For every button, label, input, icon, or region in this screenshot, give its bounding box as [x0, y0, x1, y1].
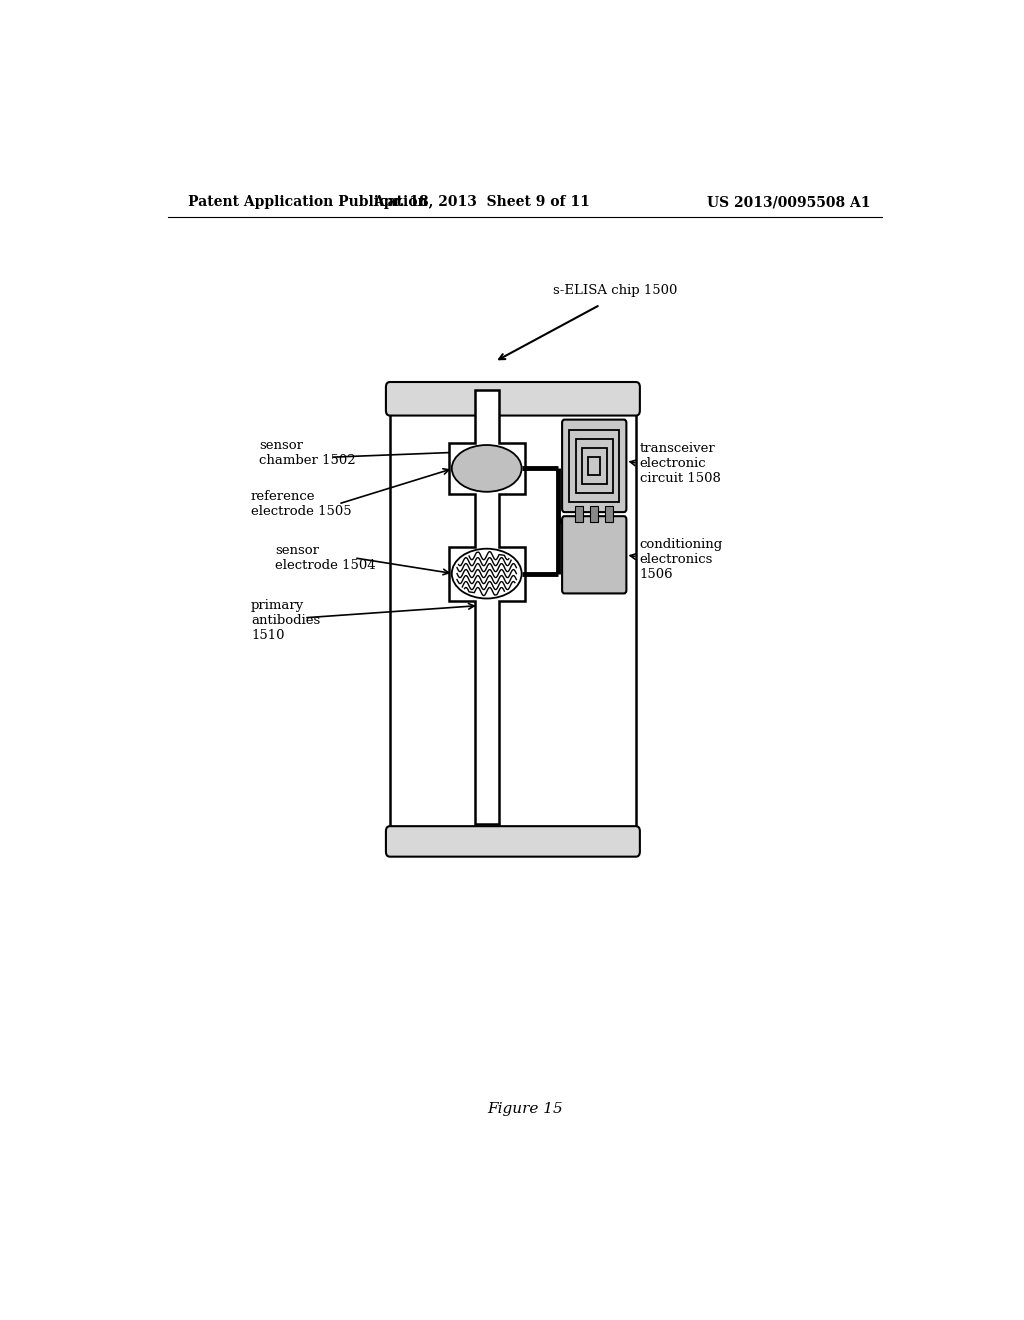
- Bar: [605, 506, 613, 523]
- Ellipse shape: [452, 549, 521, 598]
- Text: Figure 15: Figure 15: [487, 1102, 562, 1115]
- Text: conditioning
electronics
1506: conditioning electronics 1506: [640, 539, 723, 581]
- Text: primary
antibodies
1510: primary antibodies 1510: [251, 599, 321, 643]
- Text: US 2013/0095508 A1: US 2013/0095508 A1: [707, 195, 870, 209]
- FancyBboxPatch shape: [390, 408, 636, 834]
- FancyBboxPatch shape: [562, 420, 627, 512]
- Text: Patent Application Publication: Patent Application Publication: [187, 195, 427, 209]
- Text: s-ELISA chip 1500: s-ELISA chip 1500: [553, 284, 677, 297]
- Bar: [582, 447, 606, 484]
- Text: sensor
electrode 1504: sensor electrode 1504: [274, 544, 376, 572]
- Bar: [590, 506, 598, 523]
- Bar: [588, 457, 600, 475]
- Bar: [575, 506, 584, 523]
- Text: sensor
chamber 1502: sensor chamber 1502: [259, 440, 355, 467]
- FancyBboxPatch shape: [562, 516, 627, 594]
- Polygon shape: [449, 391, 524, 824]
- Text: reference
electrode 1505: reference electrode 1505: [251, 490, 351, 517]
- Ellipse shape: [452, 445, 521, 492]
- Bar: [569, 429, 620, 502]
- Bar: [575, 438, 613, 492]
- FancyBboxPatch shape: [386, 381, 640, 416]
- FancyBboxPatch shape: [386, 826, 640, 857]
- Text: transceiver
electronic
circuit 1508: transceiver electronic circuit 1508: [640, 442, 721, 484]
- Text: Apr. 18, 2013  Sheet 9 of 11: Apr. 18, 2013 Sheet 9 of 11: [373, 195, 590, 209]
